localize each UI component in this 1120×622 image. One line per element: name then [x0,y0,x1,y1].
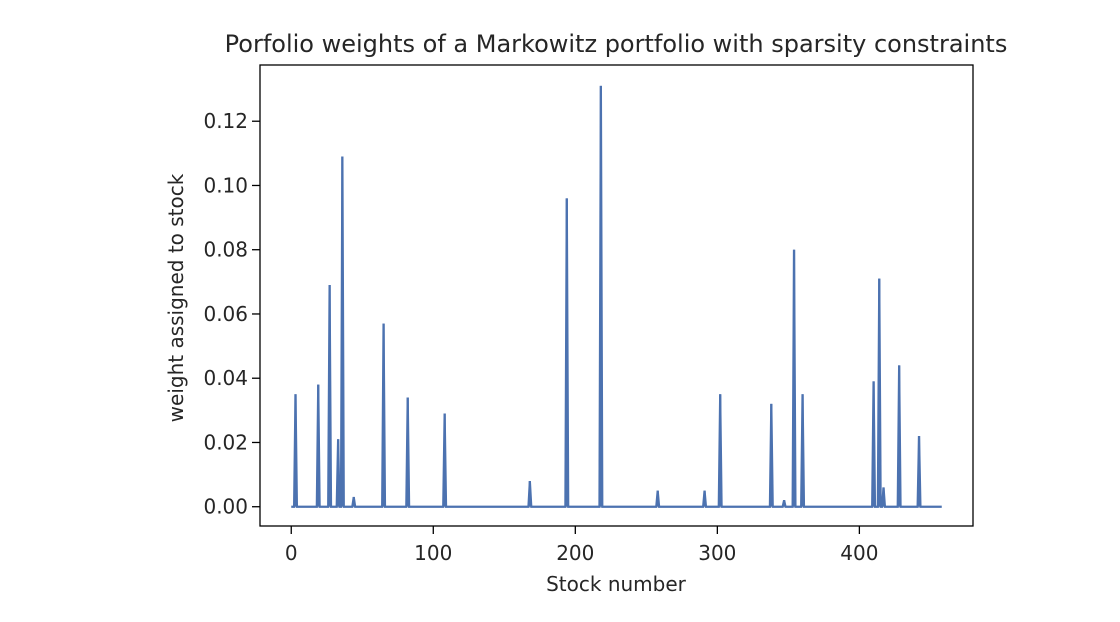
x-tick-label-2: 200 [556,541,594,565]
x-tick-label-1: 100 [414,541,452,565]
plot-frame [259,64,974,527]
y-axis-title: weight assigned to stock [164,173,188,422]
x-axis: 0 100 200 300 400 [285,526,878,565]
y-tick-label-3: 0.06 [203,302,248,326]
x-axis-title: Stock number [546,572,687,596]
portfolio-weight-line [291,85,942,508]
y-tick-label-1: 0.02 [203,430,248,454]
x-tick-label-4: 400 [840,541,878,565]
y-tick-label-5: 0.10 [203,173,248,197]
y-tick-label-2: 0.04 [203,366,248,390]
y-tick-label-4: 0.08 [203,238,248,262]
plot-area [259,64,974,527]
x-tick-label-3: 300 [698,541,736,565]
y-axis: 0.00 0.02 0.04 0.06 0.08 0.10 0.12 [203,109,260,519]
series-layer [291,85,942,508]
chart-title: Porfolio weights of a Markowitz portfoli… [225,30,1008,58]
y-tick-label-0: 0.00 [203,495,248,519]
y-tick-label-6: 0.12 [203,109,248,133]
x-tick-label-0: 0 [285,541,298,565]
